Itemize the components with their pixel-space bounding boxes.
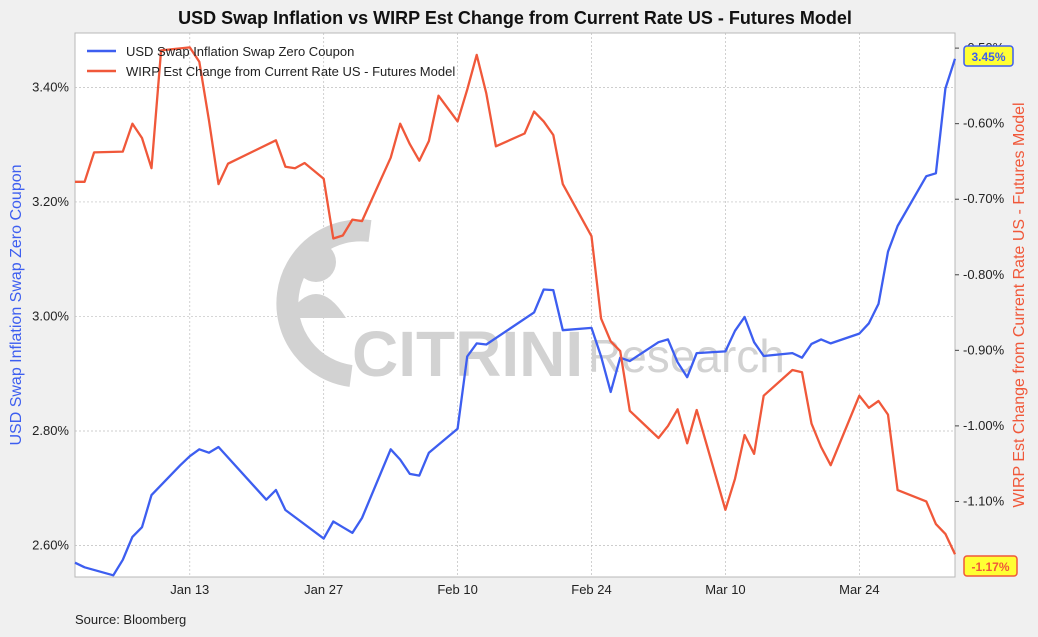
x-axis-ticks: Jan 13 Jan 27 Feb 10 Feb 24 Mar 10 Mar 24 [170,582,879,597]
last-value-usd-swap: 3.45% [971,50,1005,64]
right-tick-label: -0.60% [963,116,1005,131]
series-line-usd-swap [74,58,957,577]
right-tick-label: -0.90% [963,342,1005,357]
left-tick-label: 3.40% [32,79,69,94]
left-tick-label: 2.80% [32,423,69,438]
legend-label-wirp: WIRP Est Change from Current Rate US - F… [126,64,455,79]
citrini-watermark: CITRINI Research [276,219,785,390]
series-line-wirp [75,46,957,555]
right-axis-ticks: -0.50%-0.60%-0.70%-0.80%-0.90%-1.00%-1.1… [955,40,1005,508]
x-tick-label: Jan 13 [170,582,209,597]
right-tick-label: -0.70% [963,191,1005,206]
right-tick-label: -0.80% [963,267,1005,282]
last-value-badge-wirp: -1.17% [963,555,1018,577]
watermark-brand-text: CITRINI [352,318,583,390]
left-axis-ticks: 2.60% 2.80% 3.00% 3.20% 3.40% [32,79,69,552]
plot-area [74,32,956,578]
x-tick-label: Jan 27 [304,582,343,597]
chart-legend: USD Swap Inflation Swap Zero Coupon WIRP… [87,44,455,79]
series-layer [74,46,957,577]
right-axis-label: WIRP Est Change from Current Rate US - F… [1011,102,1028,507]
left-tick-label: 3.20% [32,194,69,209]
chart-title: USD Swap Inflation vs WIRP Est Change fr… [178,8,852,28]
x-tick-label: Feb 10 [437,582,477,597]
left-tick-label: 2.60% [32,538,69,553]
x-tick-label: Mar 10 [705,582,745,597]
right-tick-label: -1.00% [963,418,1005,433]
legend-label-usd-swap: USD Swap Inflation Swap Zero Coupon [126,44,354,59]
last-value-wirp: -1.17% [971,560,1009,574]
watermark-logo-icon [276,219,372,387]
x-tick-label: Mar 24 [839,582,879,597]
left-axis-label: USD Swap Inflation Swap Zero Coupon [8,164,25,445]
source-note: Source: Bloomberg [75,612,186,627]
last-value-badge-usd-swap: 3.45% [963,45,1014,67]
right-tick-label: -1.10% [963,493,1005,508]
x-tick-label: Feb 24 [571,582,611,597]
left-tick-label: 3.00% [32,308,69,323]
